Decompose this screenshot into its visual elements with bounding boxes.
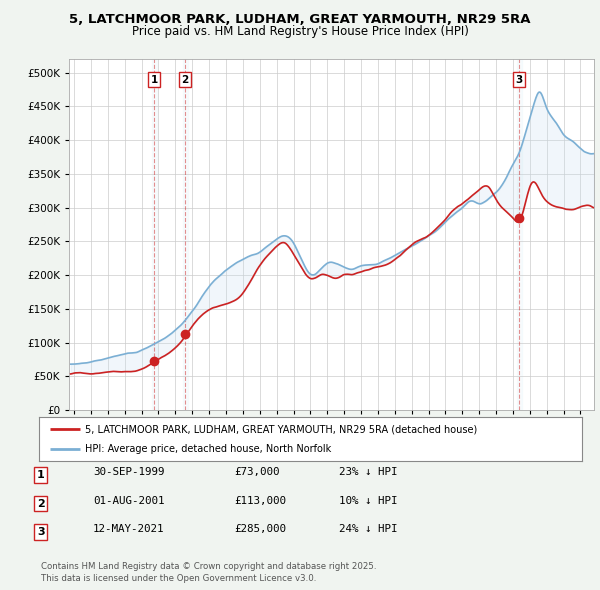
Bar — [152, 59, 157, 410]
Text: 2: 2 — [182, 75, 189, 85]
Text: 12-MAY-2021: 12-MAY-2021 — [93, 524, 164, 534]
Text: 01-AUG-2001: 01-AUG-2001 — [93, 496, 164, 506]
Text: 10% ↓ HPI: 10% ↓ HPI — [339, 496, 397, 506]
Text: 1: 1 — [37, 470, 44, 480]
Text: £285,000: £285,000 — [234, 524, 286, 534]
Text: £113,000: £113,000 — [234, 496, 286, 506]
Text: £73,000: £73,000 — [234, 467, 280, 477]
Text: Price paid vs. HM Land Registry's House Price Index (HPI): Price paid vs. HM Land Registry's House … — [131, 25, 469, 38]
Text: Contains HM Land Registry data © Crown copyright and database right 2025.
This d: Contains HM Land Registry data © Crown c… — [41, 562, 376, 583]
Text: 5, LATCHMOOR PARK, LUDHAM, GREAT YARMOUTH, NR29 5RA (detached house): 5, LATCHMOOR PARK, LUDHAM, GREAT YARMOUT… — [85, 424, 478, 434]
Text: 3: 3 — [515, 75, 523, 85]
Text: 24% ↓ HPI: 24% ↓ HPI — [339, 524, 397, 534]
Text: 3: 3 — [37, 527, 44, 537]
Text: 5, LATCHMOOR PARK, LUDHAM, GREAT YARMOUTH, NR29 5RA: 5, LATCHMOOR PARK, LUDHAM, GREAT YARMOUT… — [69, 13, 531, 26]
Text: 23% ↓ HPI: 23% ↓ HPI — [339, 467, 397, 477]
Text: 2: 2 — [37, 499, 44, 509]
Text: 30-SEP-1999: 30-SEP-1999 — [93, 467, 164, 477]
Bar — [517, 59, 522, 410]
Bar — [182, 59, 188, 410]
Text: 1: 1 — [151, 75, 158, 85]
Text: HPI: Average price, detached house, North Norfolk: HPI: Average price, detached house, Nort… — [85, 444, 331, 454]
